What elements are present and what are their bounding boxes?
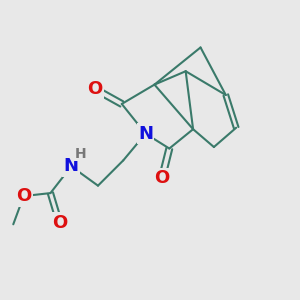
Text: O: O xyxy=(16,187,31,205)
Text: O: O xyxy=(154,169,170,187)
Text: H: H xyxy=(74,147,86,161)
Text: O: O xyxy=(87,80,103,98)
Text: N: N xyxy=(138,125,153,143)
Text: O: O xyxy=(52,214,67,232)
Text: N: N xyxy=(64,157,79,175)
